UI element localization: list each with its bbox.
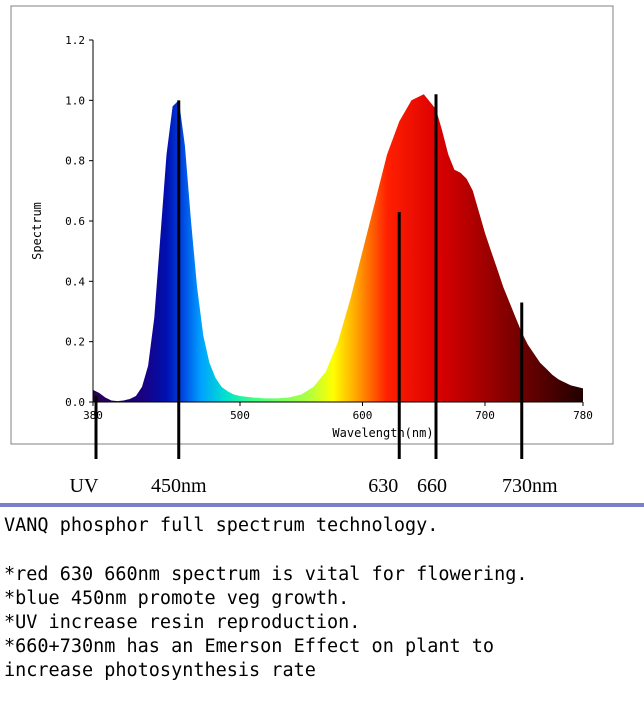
x-tick-label: 500 [230, 409, 250, 422]
marker-label: 730nm [502, 475, 558, 497]
x-tick-label: 380 [83, 409, 103, 422]
spectrum-area [93, 94, 583, 403]
y-tick-label: 0.2 [65, 336, 85, 349]
y-tick-label: 1.0 [65, 94, 85, 107]
spectrum-chart: 0.0 0.2 0.4 0.6 0.8 1.0 1.2 380 500 600 700 780 Wave… [10, 5, 614, 497]
x-tick-label: 780 [573, 409, 593, 422]
y-tick-label: 0.4 [65, 275, 85, 288]
x-tick-label: 600 [353, 409, 373, 422]
marker-label: UV [70, 475, 99, 497]
y-tick-label: 0.6 [65, 215, 85, 228]
bullet-uv: *UV increase resin reproduction. [4, 612, 361, 633]
marker-label: 660 [417, 475, 447, 497]
y-tick-label: 1.2 [65, 34, 85, 47]
axes: 0.0 0.2 0.4 0.6 0.8 1.0 1.2 380 500 600 700 780 Wave… [30, 34, 593, 440]
marker-label: 450nm [151, 475, 207, 497]
y-tick-label: 0.8 [65, 155, 85, 168]
y-axis-title: Spectrum [30, 202, 44, 260]
bullet-blue: *blue 450nm promote veg growth. [4, 588, 350, 609]
x-axis-title: Wavelength(nm) [332, 426, 433, 440]
wavelength-markers: UV 450nm 630 660 730nm [70, 94, 558, 497]
headline-text: VANQ phosphor full spectrum technology. [4, 515, 439, 536]
x-tick-label: 700 [475, 409, 495, 422]
marker-label: 630 [368, 475, 398, 497]
bullet-emerson: *660+730nm has an Emerson Effect on plan… [4, 636, 495, 657]
y-tick-label: 0.0 [65, 396, 85, 409]
bullet-emerson-cont: increase photosynthesis rate [4, 660, 316, 681]
divider [0, 503, 644, 507]
bullet-red: *red 630 660nm spectrum is vital for flo… [4, 564, 528, 585]
